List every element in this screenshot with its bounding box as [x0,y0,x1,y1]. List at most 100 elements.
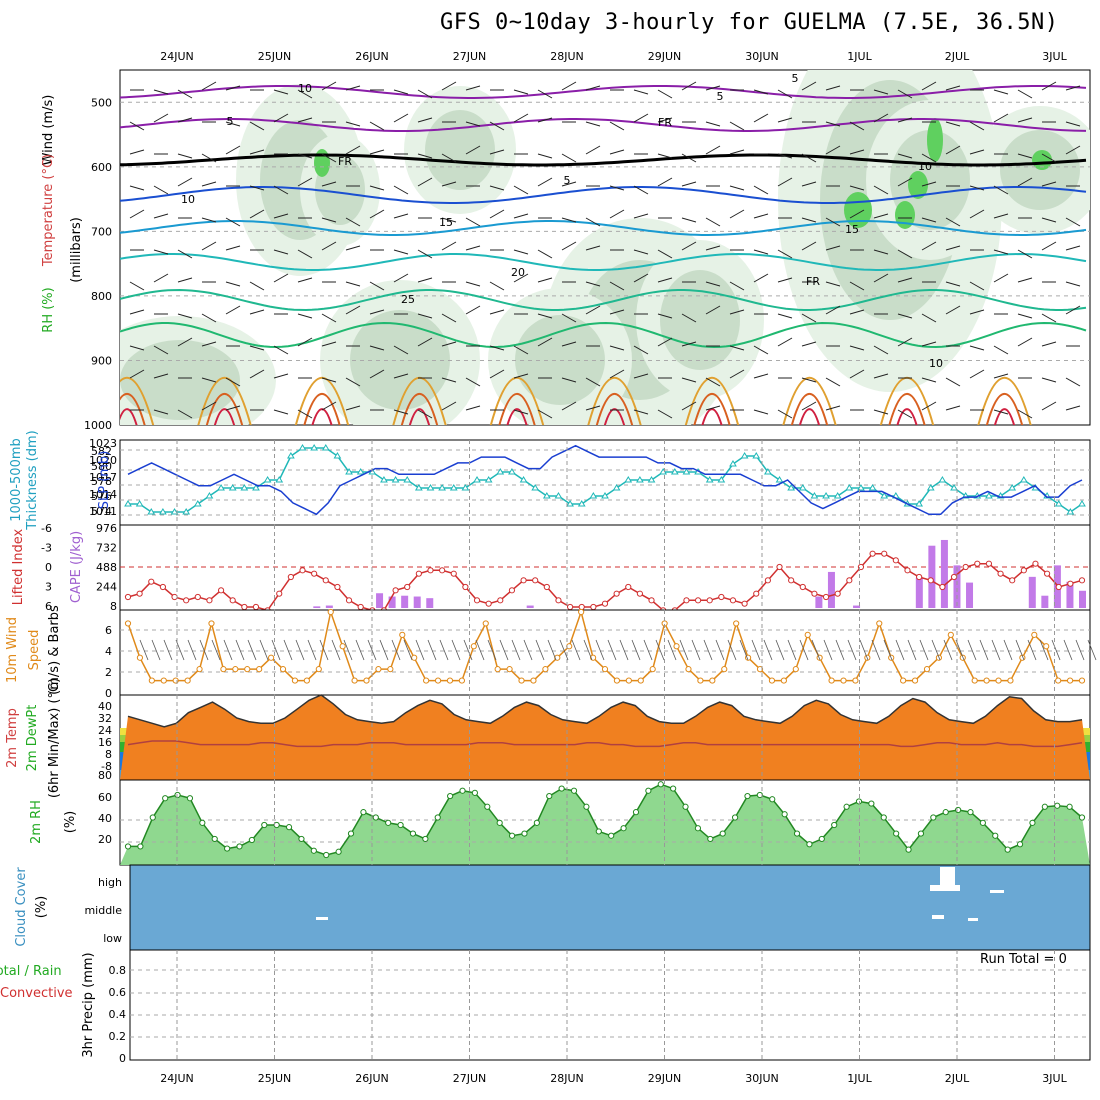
wind-barb [945,281,961,287]
wind-barb [249,121,265,131]
lifted-index-point [450,570,457,577]
temp-tick: 24 [98,724,112,737]
wind-barb [153,249,169,255]
wind-barb [1065,121,1081,127]
lifted-index-point [299,567,306,574]
wind-barb [177,249,193,259]
wind-barb [801,217,817,223]
rh-shade-mid [660,270,740,370]
wind-barb [177,313,193,319]
wind-barb [249,345,265,351]
lifted-index-point [427,567,434,574]
temperature-label: Temperature (°C) [41,154,56,267]
wind-barb [729,121,745,131]
wind-barb [417,89,433,99]
thickness-point [461,484,470,491]
cape-bar [915,577,923,608]
rh2m-point [818,835,825,843]
thickness-point [729,460,737,467]
wind-barb [739,639,749,661]
rh2m-point [248,836,255,844]
wind-barb [321,401,337,411]
wind-barb [513,213,529,219]
wind-barb [993,213,1009,219]
rh2m-point [608,832,615,839]
rh2m-point [806,841,813,848]
wind-barb [343,639,353,661]
rh2m-point [124,843,132,850]
rh2m-point [1066,803,1073,810]
wind-barb [1065,245,1081,251]
wind10m-point [685,666,692,673]
wind-barb [177,117,193,123]
wind-barb [441,241,457,251]
cloud-cell [968,918,978,921]
rh2m-point [186,795,194,802]
temp-tick: 8 [105,748,112,761]
wind-barb [993,185,1009,195]
wind-barb [705,217,721,227]
wind10m-point [160,677,167,684]
wind-barb [1041,401,1057,411]
rh2m-point [447,792,454,800]
precip-axis-label: 3hr Precip (mm) [81,952,96,1057]
wind-barb [129,209,145,219]
wind10m-point [172,677,179,684]
wind-barb [153,185,169,195]
cape-bar [966,582,974,608]
wind-barb [1015,639,1025,661]
thickness-point [170,508,179,515]
wind-barb [225,305,241,315]
wind10m-point [196,666,203,673]
wind-barb [705,145,721,155]
wind-barb [321,377,337,383]
wind-barb [273,249,289,255]
wind-barb [201,181,217,187]
wind-barb [151,639,161,661]
thickness-point [414,484,423,491]
lifted-index-point [648,597,655,604]
wind-barb [585,305,601,315]
lifted-index-point [683,597,690,604]
wind-barb [969,149,985,155]
rh2m-point [955,806,962,814]
wind-barb [225,121,241,127]
wind-barb [561,81,577,91]
wind-barb [921,377,937,383]
rh2m-point [744,792,751,800]
surface-temp-contour [985,393,1024,425]
wind-barb [969,369,985,379]
wind-barb [643,639,653,661]
cape-bar [325,605,333,608]
surface-temp-contour [896,408,918,425]
wind10m-point [458,677,465,684]
wind-barb [235,639,245,661]
cape-bar [388,596,396,608]
rh-shade-high [927,118,943,162]
rh-shade-mid [1000,130,1080,210]
wind-barb [801,241,817,251]
lifted-index-point [601,600,609,607]
thickness-point [915,500,924,507]
wind-barb [681,313,697,323]
thickness-point [182,508,191,515]
wind-barb [561,313,577,323]
lifted-index-point [543,583,550,591]
thickness-point [647,476,656,483]
wind-barb [681,377,697,383]
wind-barb [979,639,989,661]
wind-barb [681,241,697,251]
rh2m-point [521,830,528,837]
thickness-point [380,476,388,483]
wind10m-point [411,654,418,661]
rh2m-point [657,781,664,788]
run-total: Run Total = 0 [980,952,1067,967]
thickness-point [612,484,621,491]
wind-barb [945,405,961,411]
wind-barb [993,345,1009,355]
wind-barb [489,369,505,379]
rh-label: RH (%) [41,287,56,332]
contour-label: 10 [181,193,195,206]
precip-plot [130,969,1090,1038]
wind-barb [1041,153,1057,163]
